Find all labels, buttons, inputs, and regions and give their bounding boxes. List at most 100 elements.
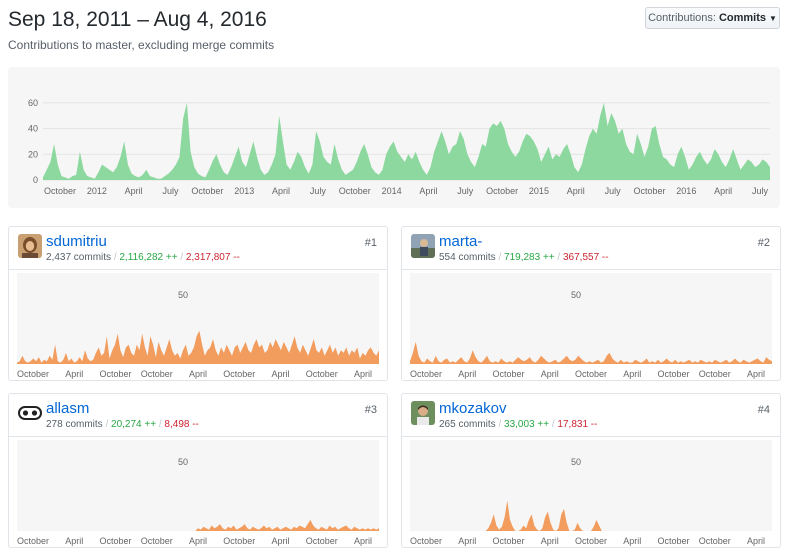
overview-x-label: July: [310, 186, 327, 196]
overview-x-label: April: [272, 186, 290, 196]
mini-x-label: October: [141, 536, 173, 546]
mini-x-label: October: [699, 536, 731, 546]
contributor-username[interactable]: mkozakov: [439, 400, 507, 417]
overview-x-label: April: [125, 186, 143, 196]
contributor-stats: 2,437 commits / 2,116,282 ++ / 2,317,807…: [46, 252, 240, 263]
stats-separator: /: [180, 252, 184, 263]
contributor-activity-chart: 50 October April October October April October…: [17, 440, 379, 546]
mini-x-label: April: [65, 369, 83, 379]
mini-x-label: April: [189, 369, 207, 379]
deletions-count: 2,317,807 --: [185, 252, 240, 263]
contributions-type-dropdown[interactable]: Contributions: Commits ▼: [645, 7, 780, 29]
overview-chart-svg: 60 40 20 0 October 2012 April July October 2013 Ap…: [28, 98, 770, 196]
commit-count: 554 commits: [439, 252, 496, 263]
overview-x-label: 2014: [382, 186, 402, 196]
dropdown-prefix: Contributions:: [648, 12, 716, 24]
contributor-header: allasm 278 commits / 20,274 ++ / 8,498 -…: [9, 394, 387, 437]
overview-x-label: April: [714, 186, 732, 196]
overview-y-tick: 20: [28, 149, 38, 159]
mini-x-label: October: [410, 369, 442, 379]
contributor-header: mkozakov 265 commits / 33,003 ++ / 17,83…: [402, 394, 780, 437]
avatar[interactable]: [411, 234, 435, 258]
mini-x-label: April: [541, 536, 559, 546]
mini-x-label: October: [657, 536, 689, 546]
overview-x-label: July: [163, 186, 180, 196]
stats-separator: /: [498, 419, 502, 430]
mini-x-label: October: [699, 369, 731, 379]
mini-x-label: October: [223, 536, 255, 546]
overview-x-label: 2015: [529, 186, 549, 196]
overview-y-tick: 60: [28, 98, 38, 108]
contributor-username[interactable]: sdumitriu: [46, 233, 107, 250]
stats-separator: /: [557, 252, 561, 263]
commit-count: 278 commits: [46, 419, 103, 430]
mini-x-label: October: [99, 536, 131, 546]
mini-area-series: [17, 330, 379, 364]
mini-chart-background: [17, 440, 379, 531]
page-subtitle: Contributions to master, excluding merge…: [8, 38, 275, 52]
mini-x-label: October: [657, 369, 689, 379]
mini-x-label: October: [492, 536, 524, 546]
mini-x-label: April: [65, 536, 83, 546]
deletions-count: 8,498 --: [164, 419, 199, 430]
mini-chart-background: [410, 440, 772, 531]
stats-separator: /: [105, 419, 109, 430]
contributor-header: sdumitriu 2,437 commits / 2,116,282 ++ /…: [9, 227, 387, 270]
overview-x-label: October: [486, 186, 518, 196]
mini-x-label: October: [223, 369, 255, 379]
contributor-activity-chart: 50 October April October April October April Oc…: [410, 273, 772, 379]
contributor-activity-chart: 50 October April October April October April Oc…: [410, 440, 772, 546]
overview-chart[interactable]: 60 40 20 0 October 2012 April July October 2013 Ap…: [8, 67, 780, 208]
overview-x-label: April: [419, 186, 437, 196]
dropdown-selected-value: Commits: [718, 12, 766, 24]
mini-x-label: October: [99, 369, 131, 379]
avatar[interactable]: [18, 401, 42, 425]
stats-separator: /: [158, 419, 162, 430]
mini-x-label: April: [271, 369, 289, 379]
mini-x-label: October: [575, 536, 607, 546]
contributor-activity-chart: 50 October April October October April October…: [17, 273, 379, 379]
mini-x-label: April: [354, 536, 372, 546]
overview-y-tick: 40: [28, 124, 38, 134]
mini-y-tick: 50: [571, 290, 581, 300]
mini-x-label: October: [306, 536, 338, 546]
mini-x-label: October: [410, 536, 442, 546]
caret-down-icon: ▼: [769, 13, 777, 23]
contributor-header: marta- 554 commits / 719,283 ++ / 367,55…: [402, 227, 780, 270]
avatar[interactable]: [18, 234, 42, 258]
mini-x-label: April: [458, 536, 476, 546]
contributor-card-1: sdumitriu 2,437 commits / 2,116,282 ++ /…: [8, 226, 388, 381]
mini-x-label: October: [17, 536, 49, 546]
mini-x-label: October: [575, 369, 607, 379]
mini-y-tick: 50: [178, 457, 188, 467]
contributor-username[interactable]: marta-: [439, 233, 483, 250]
contributor-username[interactable]: allasm: [46, 400, 90, 417]
overview-x-label: July: [752, 186, 769, 196]
deletions-count: 17,831 --: [557, 419, 598, 430]
mini-x-label: April: [541, 369, 559, 379]
mini-x-label: October: [306, 369, 338, 379]
contributor-rank: #4: [757, 404, 770, 416]
mini-x-label: April: [354, 369, 372, 379]
mini-y-tick: 50: [178, 290, 188, 300]
additions-count: 33,003 ++: [504, 419, 550, 430]
additions-count: 20,274 ++: [111, 419, 157, 430]
overview-x-label: October: [191, 186, 223, 196]
additions-count: 719,283 ++: [504, 252, 555, 263]
commit-count: 265 commits: [439, 419, 496, 430]
overview-y-tick: 0: [33, 175, 38, 185]
mini-y-tick: 50: [571, 457, 581, 467]
mini-x-label: April: [623, 536, 641, 546]
overview-x-label: October: [44, 186, 76, 196]
contributor-rank: #1: [364, 237, 377, 249]
mini-x-label: April: [458, 369, 476, 379]
stats-separator: /: [498, 252, 502, 263]
commit-count: 2,437 commits: [46, 252, 112, 263]
overview-x-label: October: [633, 186, 665, 196]
overview-x-label: 2016: [676, 186, 696, 196]
date-range-title: Sep 18, 2011 – Aug 4, 2016: [8, 8, 267, 31]
contributor-stats: 278 commits / 20,274 ++ / 8,498 --: [46, 419, 199, 430]
mini-x-label: April: [271, 536, 289, 546]
contributor-card-4: mkozakov 265 commits / 33,003 ++ / 17,83…: [401, 393, 781, 548]
avatar[interactable]: [411, 401, 435, 425]
